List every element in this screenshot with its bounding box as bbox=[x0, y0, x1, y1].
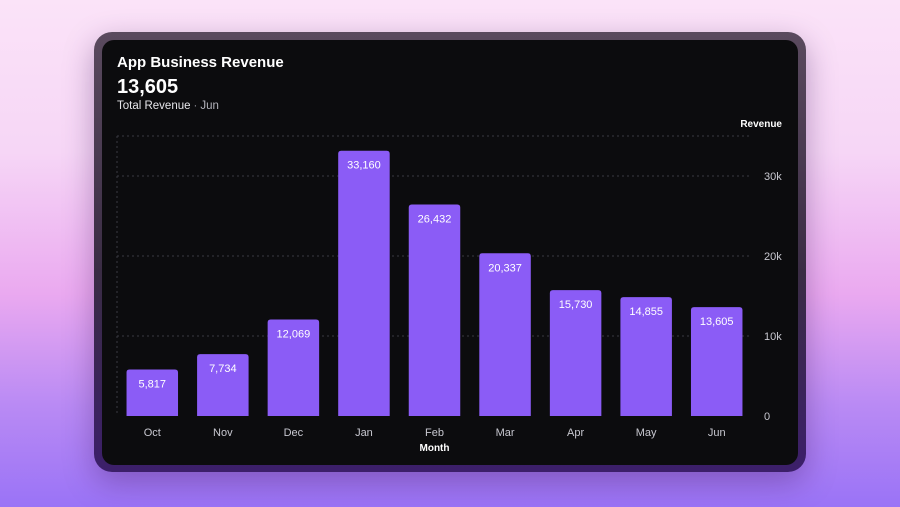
x-tick-label: Oct bbox=[144, 427, 161, 439]
bar-apr[interactable] bbox=[549, 290, 602, 416]
bar-value-label: 13,605 bbox=[700, 316, 734, 328]
x-tick-label: Feb bbox=[425, 427, 444, 439]
y-axis-title: Revenue bbox=[740, 119, 782, 130]
x-tick-label: Jan bbox=[355, 427, 373, 439]
y-tick-label: 0 bbox=[764, 411, 770, 423]
bar-may[interactable] bbox=[620, 297, 672, 416]
bars bbox=[126, 150, 743, 416]
x-tick-label: Apr bbox=[567, 427, 584, 439]
bar-value-label: 5,817 bbox=[139, 378, 167, 390]
y-tick-label: 10k bbox=[764, 331, 782, 343]
y-axis-ticks: 0 10k 20k 30k bbox=[764, 171, 782, 423]
subtitle-label: Total Revenue bbox=[117, 100, 191, 112]
bar-chart: 5,817 7,734 12,069 33,160 26,432 20,337 15,730… bbox=[116, 119, 782, 454]
y-tick-label: 20k bbox=[764, 251, 782, 263]
x-tick-label: May bbox=[636, 427, 657, 439]
x-tick-label: Nov bbox=[213, 427, 233, 439]
gridlines bbox=[116, 135, 752, 416]
subtitle: Total Revenue · Jun bbox=[117, 100, 219, 112]
bar-value-label: 12,069 bbox=[277, 328, 311, 340]
bar-value-label: 20,337 bbox=[488, 262, 522, 274]
revenue-card: App Business Revenue 13,605 Total Revenu… bbox=[102, 40, 798, 465]
total-revenue-value: 13,605 bbox=[117, 76, 179, 98]
bar-value-label: 26,432 bbox=[418, 214, 452, 226]
x-tick-label: Mar bbox=[496, 427, 515, 439]
bar-value-label: 15,730 bbox=[559, 299, 593, 311]
bar-value-labels: 5,817 7,734 12,069 33,160 26,432 20,337 15,730… bbox=[139, 160, 734, 391]
bar-jan[interactable] bbox=[338, 150, 390, 416]
subtitle-period: Jun bbox=[200, 100, 219, 112]
bar-dec[interactable] bbox=[267, 319, 320, 416]
bar-mar[interactable] bbox=[479, 253, 531, 416]
bar-feb[interactable] bbox=[408, 204, 461, 416]
x-tick-label: Jun bbox=[708, 427, 726, 439]
bar-jun[interactable] bbox=[690, 307, 743, 416]
bar-value-label: 7,734 bbox=[209, 363, 237, 375]
bar-nov[interactable] bbox=[197, 354, 249, 416]
bar-value-label: 33,160 bbox=[347, 160, 381, 172]
subtitle-separator: · bbox=[193, 100, 198, 112]
x-axis-ticks: Oct Nov Dec Jan Feb Mar Apr May Jun bbox=[144, 427, 726, 439]
chart-title: App Business Revenue bbox=[117, 54, 284, 71]
bar-oct[interactable] bbox=[126, 369, 179, 416]
y-tick-label: 30k bbox=[764, 171, 782, 183]
x-tick-label: Dec bbox=[284, 427, 304, 439]
x-axis-title: Month bbox=[420, 443, 450, 454]
bar-value-label: 14,855 bbox=[629, 306, 663, 318]
